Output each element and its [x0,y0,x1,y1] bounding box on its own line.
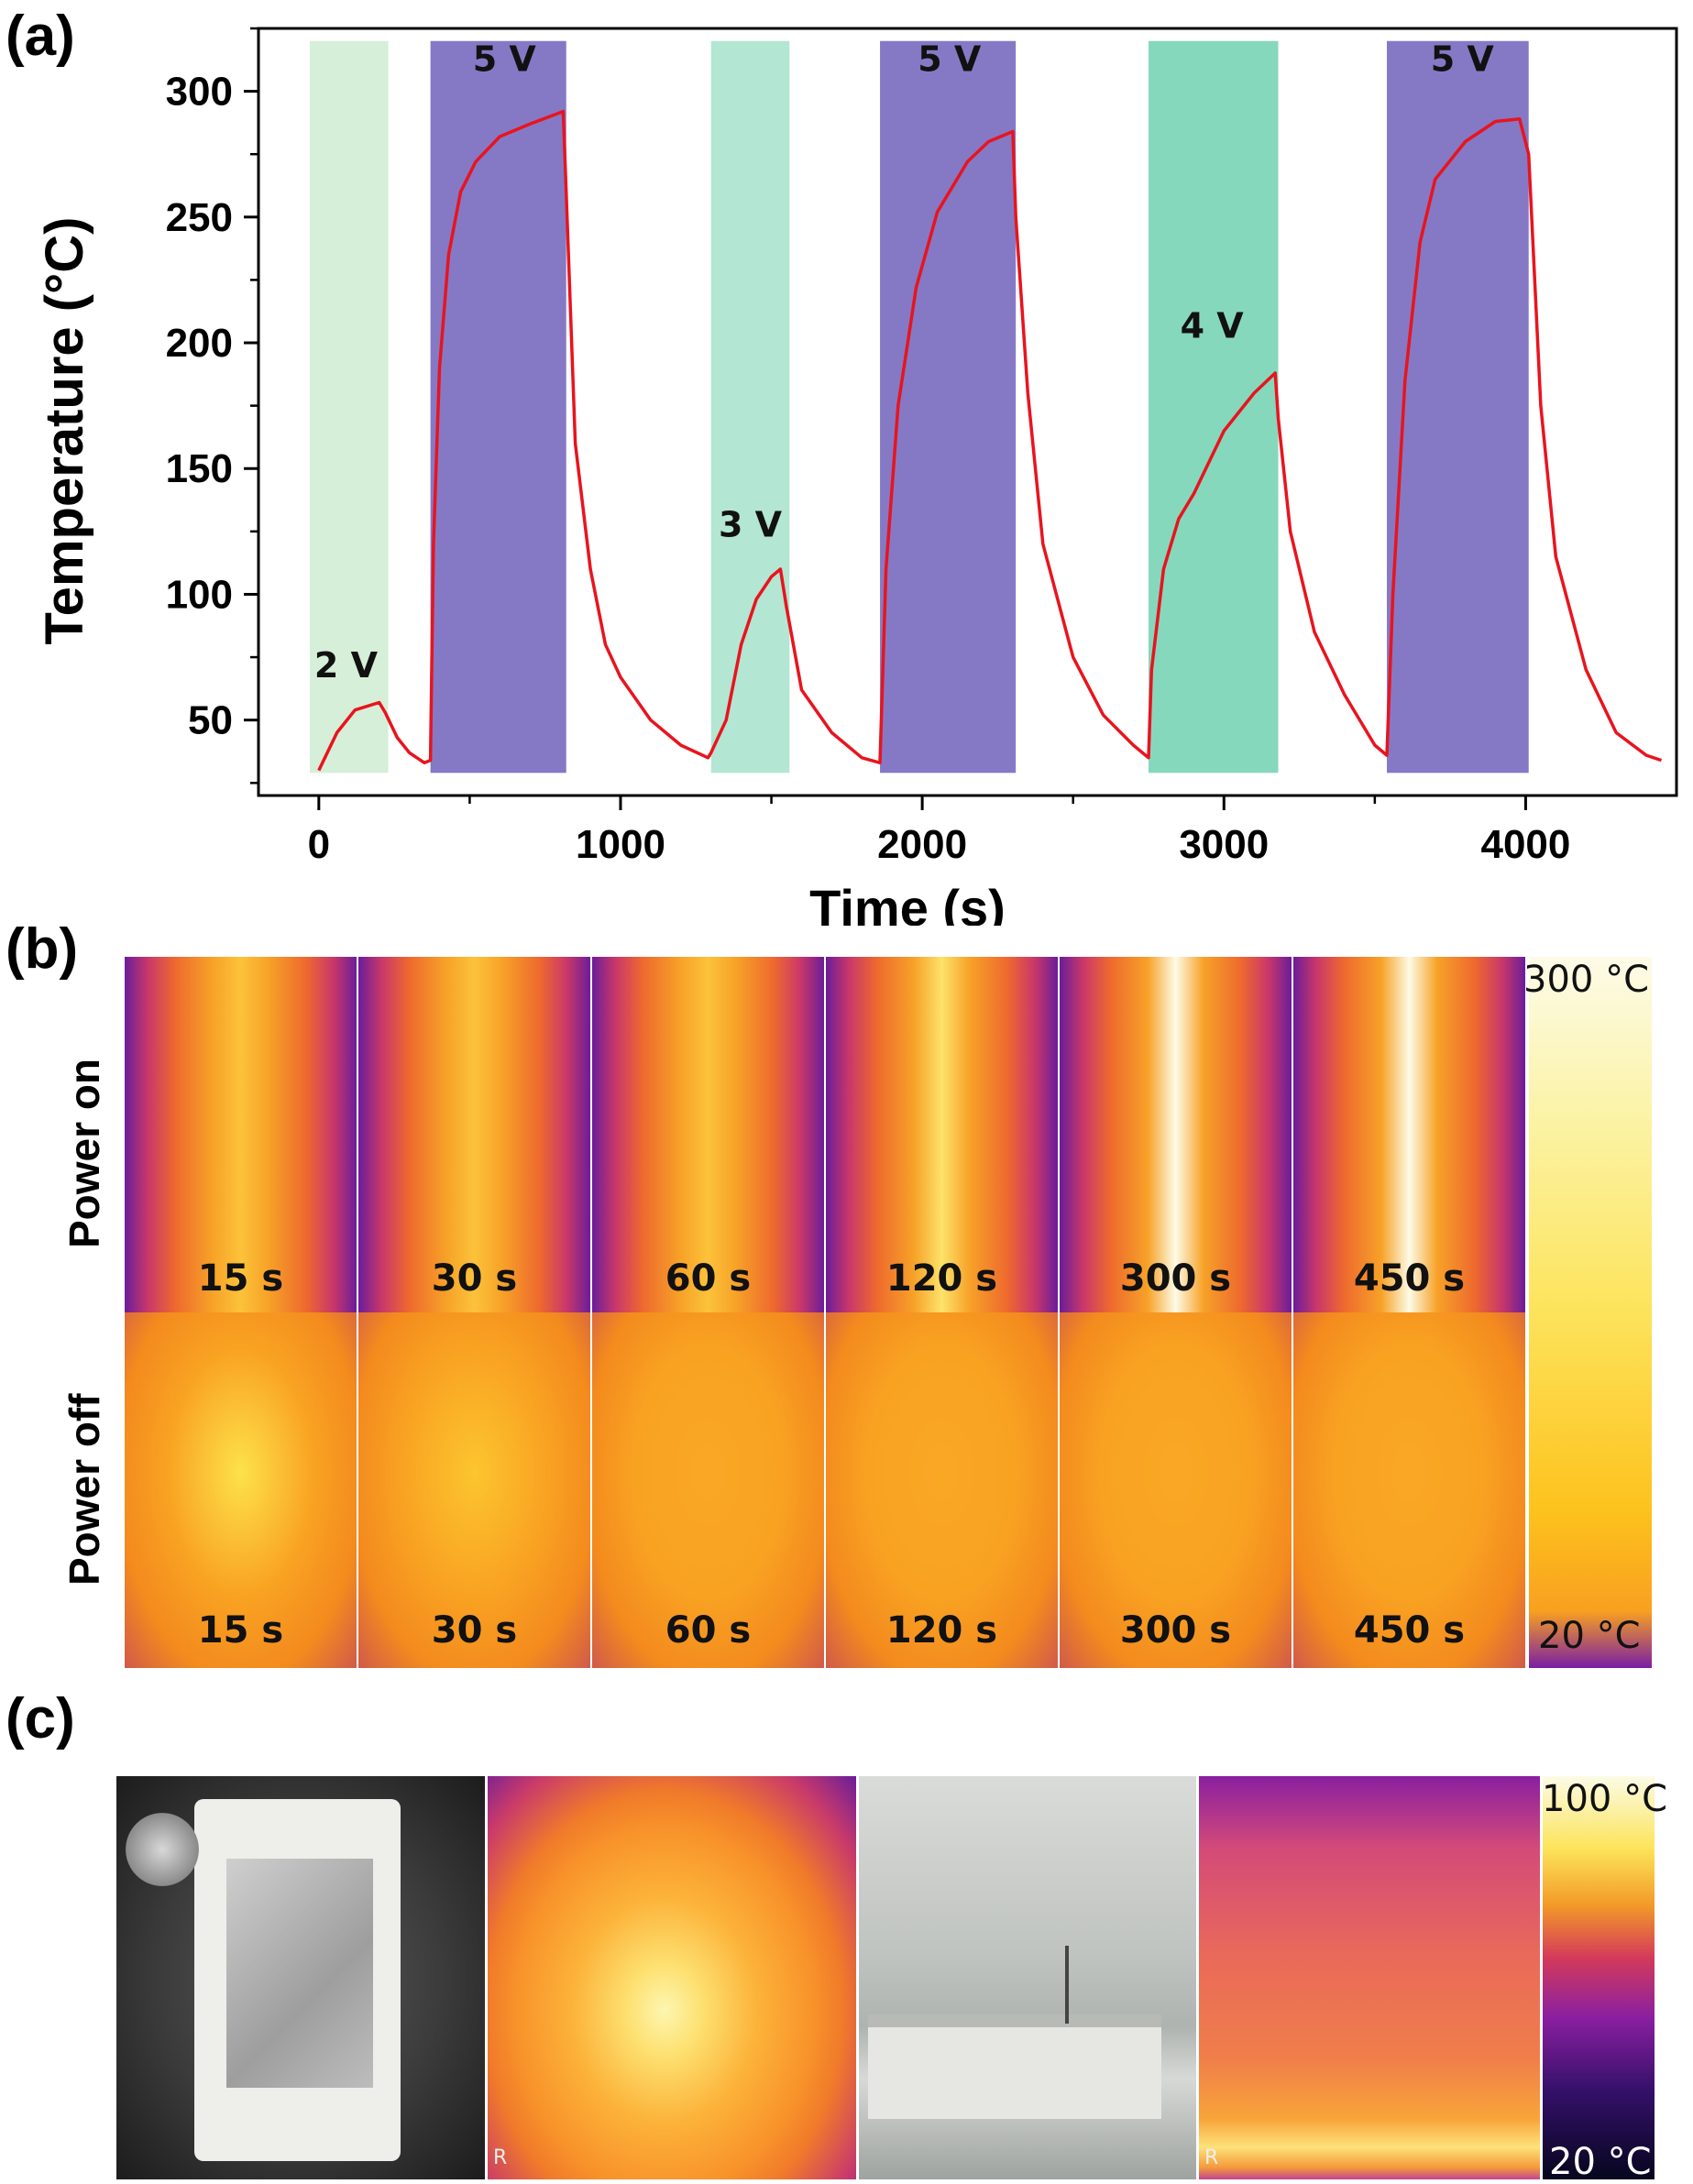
voltage-band-4 [1148,40,1279,774]
ir-power-on-cell: 450 s [1293,957,1525,1312]
voltage-band-label-4: 4 V [1181,306,1245,346]
ir-power-off-time-label: 120 s [885,1609,998,1652]
ir-power-off-cell: 450 s [1293,1312,1525,1668]
ir-power-on-cell: 120 s [826,957,1058,1312]
y-axis-title: Temperature (°C) [35,217,94,645]
photo-colorbar-min-label: 20 °C [1549,2141,1652,2183]
ir-colorbar-min-label: 20 °C [1538,1615,1641,1657]
voltage-band-5 [1387,40,1529,774]
voltage-band-labels: 2 V 5 V 3 V 5 V 4 V 5 V [314,39,1495,686]
ir-power-on-time-label: 15 s [197,1257,284,1300]
y-axis-ticks: 50 100 150 200 250 300 [166,27,258,785]
bubbles [126,1813,199,1886]
y-tick-label: 250 [166,195,233,240]
voltage-bands [309,40,1529,774]
voltage-band-0 [309,40,389,774]
y-tick-label: 50 [188,698,233,743]
ir-power-on-cell: 30 s [358,957,590,1312]
voltage-band-1 [430,40,566,774]
ir-power-on-cell: 15 s [125,957,357,1312]
ir-power-on-time-label: 60 s [665,1257,752,1300]
thermal-corner-mark-2: R [1204,2146,1219,2169]
x-axis-ticks: 0 1000 2000 3000 4000 [308,796,1570,867]
x-tick-label: 3000 [1179,822,1269,867]
temperature-series-line [317,109,1663,772]
thermal-image-top-view: R [488,1776,856,2179]
voltage-band-label-0: 2 V [314,645,379,686]
voltage-band-label-3: 5 V [918,39,982,80]
ir-power-off-time-label: 300 s [1119,1609,1232,1652]
ir-power-off-cell: 30 s [358,1312,590,1668]
device-sample [226,1859,373,2088]
photo-colorbar [1543,1776,1655,2179]
thermal-corner-mark-1: R [493,2146,508,2169]
ir-power-on-cell: 60 s [592,957,824,1312]
ir-colorbar [1529,957,1652,1668]
thermal-image-side-view: R [1199,1776,1540,2179]
x-tick-label: 4000 [1480,822,1570,867]
photo-colorbar-max-label: 100 °C [1542,1778,1667,1820]
ir-power-off-time-label: 60 s [665,1609,752,1652]
row-label-power-off: Power off [60,1393,108,1586]
ir-power-off-cell: 60 s [592,1312,824,1668]
ir-power-off-cell: 300 s [1060,1312,1292,1668]
ir-power-off-cell: 15 s [125,1312,357,1668]
voltage-band-2 [710,40,790,774]
x-tick-label: 0 [308,822,330,867]
ir-power-on-time-label: 300 s [1119,1257,1232,1300]
photo-device-top-view [116,1776,485,2179]
y-tick-label: 150 [166,446,233,491]
ir-power-on-time-label: 450 s [1353,1257,1466,1300]
panel-label-c: (c) [5,1687,75,1750]
electrode-wire [1065,1946,1069,2024]
panel-label-b: (b) [5,917,79,981]
temperature-chart: 2 V 5 V 3 V 5 V 4 V 5 V 0 1000 2000 3000 4000 50 1… [35,27,1678,926]
voltage-band-label-5: 5 V [1431,39,1495,80]
y-tick-label: 200 [166,321,233,366]
ir-power-on-time-label: 120 s [885,1257,998,1300]
ir-power-off-cell: 120 s [826,1312,1058,1668]
voltage-band-label-2: 3 V [719,504,783,544]
y-tick-label: 100 [166,572,233,617]
voltage-band-label-1: 5 V [473,39,537,80]
ir-power-off-time-label: 15 s [197,1609,284,1652]
ir-colorbar-max-label: 300 °C [1523,959,1649,1001]
y-tick-label: 300 [166,70,233,115]
x-axis-title: Time (s) [809,879,1006,926]
photo-device-side-view [859,1776,1196,2179]
x-tick-label: 1000 [576,822,665,867]
plot-frame [257,27,1678,797]
row-label-power-on: Power on [60,1058,108,1248]
panel-label-a: (a) [5,5,75,68]
ir-power-off-time-label: 450 s [1353,1609,1466,1652]
voltage-band-3 [880,40,1017,774]
x-tick-label: 2000 [877,822,967,867]
ir-power-on-time-label: 30 s [431,1257,518,1300]
device-block [868,2014,1161,2119]
ir-power-off-time-label: 30 s [431,1609,518,1652]
ir-power-on-cell: 300 s [1060,957,1292,1312]
